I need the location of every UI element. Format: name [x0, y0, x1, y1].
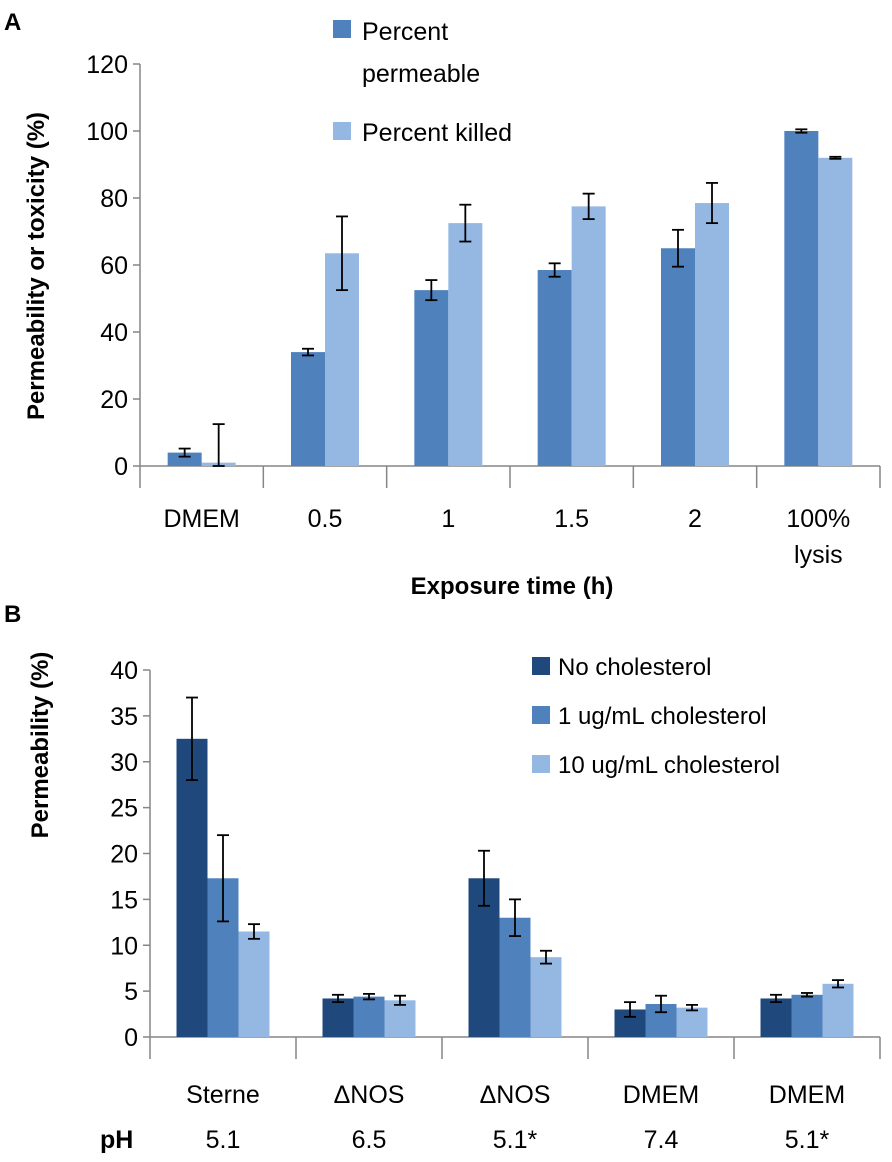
ph-value: 5.1*: [785, 1126, 830, 1154]
x-category-label-line: lysis: [794, 541, 843, 569]
bar-percent-killed-1: [448, 223, 483, 466]
bar-no-cholesterol-sterne: [176, 738, 208, 1037]
bar-percent-permeable-dmem: [167, 452, 202, 466]
bar-percent-killed-100-lysis: [818, 157, 853, 467]
y-tick-label: 120: [86, 51, 128, 79]
legend-swatch-no-cholesterol: [532, 657, 550, 675]
x-category-label: 100% lysis: [786, 505, 850, 569]
y-tick-label: 20: [100, 386, 128, 414]
x-category-label: ΔNOS: [480, 1081, 551, 1109]
chart-a-ylabel: Permeability or toxicity (%): [23, 112, 50, 420]
legend-swatch-10ug-cholesterol: [532, 755, 550, 773]
chart-b-ylabel: Permeability (%): [27, 652, 54, 839]
legend-line: permeable: [362, 60, 480, 88]
x-category-label-line: DMEM: [163, 505, 239, 533]
chart-a: Permeability or toxicity (%) Exposure ti…: [23, 18, 881, 600]
x-category-label-line: DMEM: [769, 1081, 845, 1109]
x-category-label: 1: [441, 505, 455, 533]
x-category-label-line: ΔNOS: [480, 1081, 551, 1109]
legend-label-1ug-cholesterol: 1 ug/mL cholesterol: [558, 703, 767, 730]
x-category-label: DMEM: [623, 1081, 699, 1109]
y-tick-label: 35: [110, 703, 138, 731]
chart-b-legend: No cholesterol 1 ug/mL cholesterol 10 ug…: [532, 654, 780, 779]
x-category-label: DMEM: [163, 505, 239, 533]
x-category-label: 2: [688, 505, 702, 533]
legend-swatch-percent-killed: [333, 122, 351, 140]
bar-10-ug-ml-cholesterol-nos: [530, 957, 562, 1037]
bar-percent-permeable-100-lysis: [784, 131, 819, 466]
bar-1-ug-ml-cholesterol-dmem: [791, 994, 823, 1037]
y-tick-label: 10: [110, 932, 138, 960]
chart-a-legend: Percent permeable Percent killed: [333, 18, 512, 147]
x-category-label: 0.5: [308, 505, 343, 533]
x-category-label-line: 100%: [786, 505, 850, 533]
x-category-label: ΔNOS: [334, 1081, 405, 1109]
legend-swatch-percent-permeable: [333, 20, 351, 38]
y-tick-label: 80: [100, 185, 128, 213]
x-category-label-line: Sterne: [186, 1081, 260, 1109]
x-category-label-line: DMEM: [623, 1081, 699, 1109]
y-tick-label: 0: [124, 1024, 138, 1052]
chart-b: Permeability (%) No cholesterol 1 ug/mL …: [27, 652, 881, 1154]
y-tick-label: 15: [110, 886, 138, 914]
y-tick-label: 0: [114, 453, 128, 481]
bar-10-ug-ml-cholesterol-nos: [384, 1000, 416, 1037]
ph-value: 5.1: [206, 1126, 241, 1154]
y-tick-label: 30: [110, 749, 138, 777]
x-category-label: 1.5: [554, 505, 589, 533]
bar-percent-permeable-1: [414, 290, 449, 466]
bar-percent-killed-2: [695, 203, 729, 466]
x-category-label-line: 1.5: [554, 505, 589, 533]
panel-letter-b: B: [4, 601, 21, 628]
x-category-label-line: 1: [441, 505, 455, 533]
bar-no-cholesterol-nos: [322, 998, 354, 1037]
ph-value: 7.4: [644, 1126, 679, 1154]
y-tick-label: 60: [100, 252, 128, 280]
bar-10-ug-ml-cholesterol-dmem: [822, 983, 854, 1037]
bar-percent-permeable-2: [661, 248, 695, 466]
legend-line: Percent: [362, 18, 448, 46]
y-tick-label: 40: [100, 319, 128, 347]
legend-swatch-1ug-cholesterol: [532, 706, 550, 724]
ph-label: pH: [100, 1126, 133, 1154]
legend-label-percent-permeable: Percent permeable: [362, 18, 480, 88]
bar-1-ug-ml-cholesterol-nos: [499, 917, 531, 1037]
bar-10-ug-ml-cholesterol-sterne: [238, 931, 270, 1037]
bar-1-ug-ml-cholesterol-nos: [353, 996, 385, 1037]
legend-label-10ug-cholesterol: 10 ug/mL cholesterol: [558, 752, 780, 779]
bar-percent-killed-1-5: [571, 206, 606, 466]
x-category-label: Sterne: [186, 1081, 260, 1109]
bar-no-cholesterol-dmem: [760, 998, 792, 1037]
chart-a-xlabel: Exposure time (h): [411, 573, 614, 600]
ph-value: 5.1*: [493, 1126, 538, 1154]
x-category-label-line: ΔNOS: [334, 1081, 405, 1109]
y-tick-label: 5: [124, 978, 138, 1006]
panel-letter-a: A: [4, 9, 21, 36]
x-category-label: DMEM: [769, 1081, 845, 1109]
y-tick-label: 25: [110, 795, 138, 823]
x-category-label-line: 0.5: [308, 505, 343, 533]
legend-label-no-cholesterol: No cholesterol: [558, 654, 711, 681]
y-tick-label: 100: [86, 118, 128, 146]
y-tick-label: 20: [110, 841, 138, 869]
x-category-label-line: 2: [688, 505, 702, 533]
ph-value: 6.5: [352, 1126, 387, 1154]
bar-percent-permeable-1-5: [537, 270, 572, 466]
legend-label-percent-killed: Percent killed: [362, 119, 512, 147]
y-tick-label: 40: [110, 657, 138, 685]
bar-10-ug-ml-cholesterol-dmem: [676, 1007, 708, 1037]
bar-percent-permeable-0-5: [291, 352, 325, 466]
